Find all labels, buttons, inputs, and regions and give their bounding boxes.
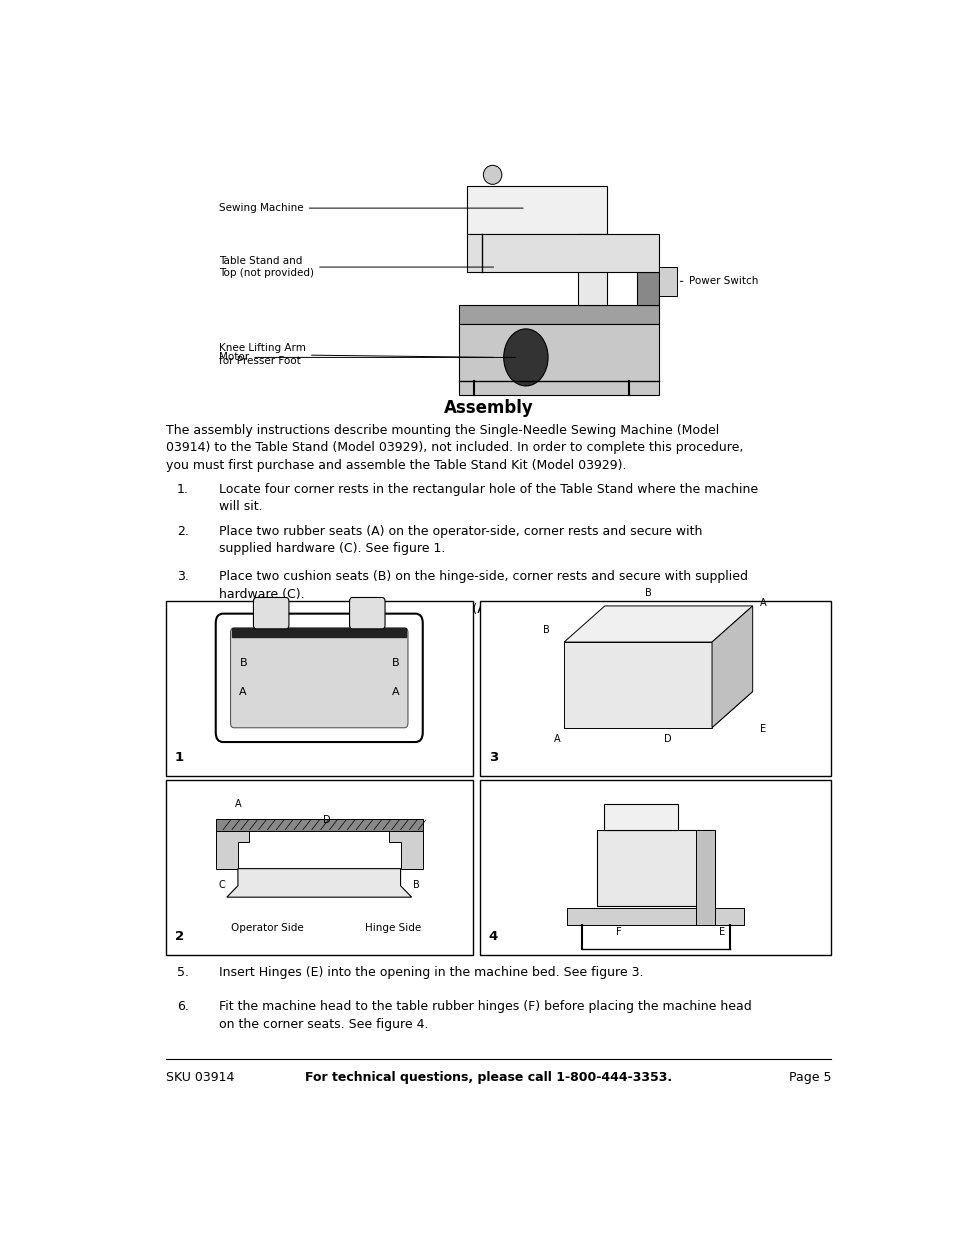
Text: Fit the machine head to the table rubber hinges (F) before placing the machine h: Fit the machine head to the table rubber… [219, 1000, 751, 1031]
Text: 2.: 2. [176, 525, 189, 537]
Text: 4: 4 [488, 930, 497, 944]
Text: B: B [391, 658, 398, 668]
Text: Knee Lifting Arm
for Presser Foot: Knee Lifting Arm for Presser Foot [219, 343, 493, 366]
Polygon shape [215, 831, 249, 868]
Text: E: E [719, 927, 724, 937]
Text: 5.: 5. [176, 966, 189, 979]
Polygon shape [459, 305, 659, 324]
Text: 1.: 1. [176, 483, 189, 496]
Text: Power Switch: Power Switch [679, 277, 757, 287]
Text: Motor: Motor [219, 352, 516, 362]
Polygon shape [466, 233, 659, 272]
Text: D: D [663, 734, 671, 743]
Text: Locate four corner rests in the rectangular hole of the Table Stand where the ma: Locate four corner rests in the rectangu… [219, 483, 758, 514]
Text: A: A [391, 688, 398, 698]
Text: 2: 2 [174, 930, 184, 944]
Text: C: C [218, 879, 225, 889]
Ellipse shape [483, 165, 501, 184]
Text: Operator Side: Operator Side [231, 923, 304, 932]
Text: B: B [542, 625, 549, 635]
Polygon shape [596, 830, 714, 906]
Polygon shape [459, 324, 659, 395]
Polygon shape [563, 606, 752, 642]
Polygon shape [389, 831, 422, 868]
Text: Place two cushion seats (B) on the hinge-side, corner rests and secure with supp: Place two cushion seats (B) on the hinge… [219, 571, 747, 601]
FancyBboxPatch shape [253, 598, 289, 629]
Polygon shape [578, 233, 606, 305]
Text: A: A [239, 688, 247, 698]
Bar [479, 601, 830, 776]
Text: 1: 1 [174, 751, 184, 764]
Text: Page 5: Page 5 [788, 1071, 830, 1083]
Text: The assembly instructions describe mounting the Single-Needle Sewing Machine (Mo: The assembly instructions describe mount… [166, 424, 742, 472]
Text: Sewing Machine: Sewing Machine [219, 203, 522, 214]
Polygon shape [563, 642, 711, 727]
Text: A: A [760, 598, 766, 608]
FancyBboxPatch shape [349, 598, 385, 629]
Text: SKU 03914: SKU 03914 [166, 1071, 233, 1083]
Polygon shape [603, 804, 678, 830]
Bar [322, 177, 684, 390]
Text: 3: 3 [488, 751, 497, 764]
Polygon shape [466, 186, 606, 233]
Polygon shape [637, 272, 659, 305]
Text: B: B [645, 588, 652, 599]
Bar [166, 601, 472, 776]
Polygon shape [566, 908, 743, 925]
Polygon shape [215, 819, 422, 831]
Polygon shape [696, 830, 714, 925]
Text: A: A [234, 799, 241, 809]
Bar [166, 779, 472, 955]
Text: 6.: 6. [176, 1000, 189, 1013]
Text: Insert Hinges (E) into the opening in the machine bed. See figure 3.: Insert Hinges (E) into the opening in th… [219, 966, 643, 979]
Text: Table Stand and
Top (not provided): Table Stand and Top (not provided) [219, 256, 493, 278]
Text: Seat the Oil Pan (D) on the corner seats (A) and (B). See figure 2.: Seat the Oil Pan (D) on the corner seats… [219, 603, 628, 616]
Text: B: B [413, 879, 419, 889]
Text: Hinge Side: Hinge Side [365, 923, 421, 932]
Text: 3.: 3. [176, 571, 189, 583]
Text: F: F [616, 927, 620, 937]
FancyBboxPatch shape [215, 614, 422, 742]
Circle shape [503, 329, 547, 387]
Polygon shape [563, 692, 752, 727]
Polygon shape [227, 868, 412, 897]
Text: For technical questions, please call 1-800-444-3353.: For technical questions, please call 1-8… [305, 1071, 672, 1083]
Text: 4.: 4. [176, 603, 189, 616]
Polygon shape [232, 627, 406, 637]
Text: A: A [553, 734, 559, 743]
Text: B: B [239, 658, 247, 668]
FancyBboxPatch shape [231, 627, 408, 727]
Text: Assembly: Assembly [443, 399, 534, 417]
Polygon shape [659, 267, 677, 295]
Text: E: E [760, 725, 765, 735]
Text: D: D [322, 815, 330, 825]
Text: Place two rubber seats (A) on the operator-side, corner rests and secure with
su: Place two rubber seats (A) on the operat… [219, 525, 701, 556]
Polygon shape [711, 606, 752, 727]
Bar [479, 779, 830, 955]
